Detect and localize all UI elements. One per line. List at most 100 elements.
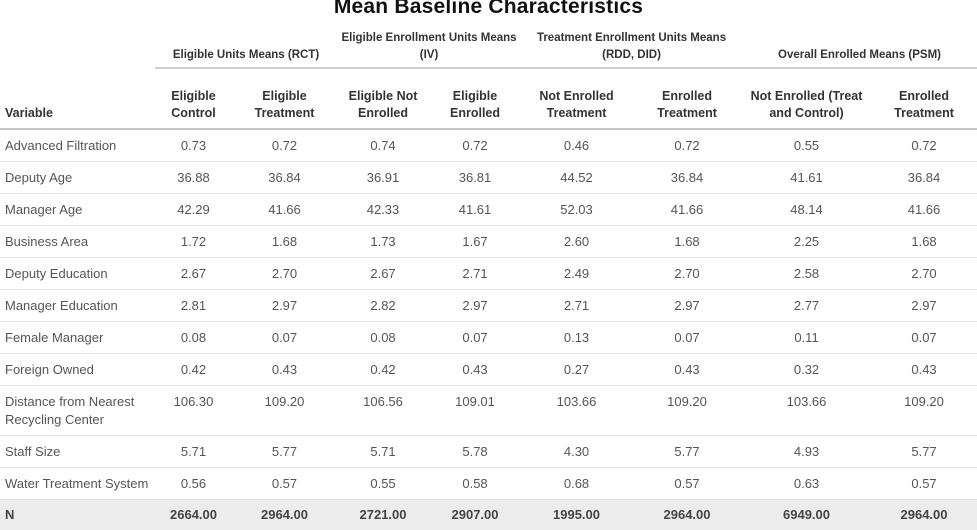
table-cell: 36.84 <box>632 162 742 194</box>
table-cell: 41.61 <box>429 194 521 226</box>
table-cell: 0.68 <box>521 468 632 500</box>
group-header-rct: Eligible Units Means (RCT) <box>155 18 337 68</box>
table-cell: 2964.00 <box>871 500 977 530</box>
table-cell: 48.14 <box>742 194 871 226</box>
table-cell: 0.72 <box>232 129 337 162</box>
table-cell: 0.55 <box>742 129 871 162</box>
row-label: Water Treatment System <box>0 468 155 500</box>
group-header-row: Eligible Units Means (RCT) Eligible Enro… <box>0 18 977 68</box>
row-label: Manager Education <box>0 290 155 322</box>
table-cell: 0.11 <box>742 322 871 354</box>
table-cell: 0.13 <box>521 322 632 354</box>
table-cell: 2.25 <box>742 226 871 258</box>
table-cell: 52.03 <box>521 194 632 226</box>
row-label: Foreign Owned <box>0 354 155 386</box>
table-cell: 0.74 <box>337 129 429 162</box>
table-cell: 0.57 <box>232 468 337 500</box>
table-cell: 0.63 <box>742 468 871 500</box>
table-cell: 2.71 <box>429 258 521 290</box>
table-cell: 1.73 <box>337 226 429 258</box>
table-cell: 0.43 <box>232 354 337 386</box>
table-cell: 0.27 <box>521 354 632 386</box>
table-cell: 0.56 <box>155 468 232 500</box>
table-cell: 2.97 <box>871 290 977 322</box>
table-cell: 2964.00 <box>232 500 337 530</box>
table-cell: 0.57 <box>871 468 977 500</box>
table-cell: 1.68 <box>232 226 337 258</box>
table-cell: 5.77 <box>232 436 337 468</box>
group-header-iv: Eligible Enrollment Units Means (IV) <box>337 18 521 68</box>
column-header: Variable <box>0 68 155 129</box>
row-label: Distance from Nearest Recycling Center <box>0 386 155 436</box>
table-cell: 2.70 <box>632 258 742 290</box>
table-cell: 2.97 <box>429 290 521 322</box>
column-header: Not Enrolled Treatment <box>521 68 632 129</box>
table-cell: 5.71 <box>337 436 429 468</box>
table-cell: 5.78 <box>429 436 521 468</box>
table-cell: 42.33 <box>337 194 429 226</box>
table-cell: 0.07 <box>429 322 521 354</box>
table-cell: 41.61 <box>742 162 871 194</box>
table-cell: 2.97 <box>232 290 337 322</box>
table-cell: 0.73 <box>155 129 232 162</box>
table-cell: 2964.00 <box>632 500 742 530</box>
table-cell: 41.66 <box>632 194 742 226</box>
table-cell: 2.97 <box>632 290 742 322</box>
row-label: Manager Age <box>0 194 155 226</box>
table-cell: 106.56 <box>337 386 429 436</box>
table-cell: 2.67 <box>155 258 232 290</box>
table-cell: 0.43 <box>632 354 742 386</box>
page-title: Mean Baseline Characteristics <box>0 0 977 18</box>
table-cell: 103.66 <box>742 386 871 436</box>
table-cell: 5.77 <box>632 436 742 468</box>
table-cell: 2.70 <box>232 258 337 290</box>
row-label: N <box>0 500 155 530</box>
table-cell: 0.42 <box>337 354 429 386</box>
table-cell: 103.66 <box>521 386 632 436</box>
row-label: Advanced Filtration <box>0 129 155 162</box>
table-cell: 2.71 <box>521 290 632 322</box>
table-cell: 4.93 <box>742 436 871 468</box>
column-header: Eligible Not Enrolled <box>337 68 429 129</box>
table-cell: 36.84 <box>871 162 977 194</box>
group-header-psm: Overall Enrolled Means (PSM) <box>742 18 977 68</box>
table-cell: 0.08 <box>337 322 429 354</box>
row-label: Deputy Age <box>0 162 155 194</box>
column-header: Not Enrolled (Treat and Control) <box>742 68 871 129</box>
table-cell: 2.60 <box>521 226 632 258</box>
row-label: Deputy Education <box>0 258 155 290</box>
column-header: Eligible Enrolled <box>429 68 521 129</box>
table-cell: 41.66 <box>232 194 337 226</box>
table-cell: 1995.00 <box>521 500 632 530</box>
table-cell: 2664.00 <box>155 500 232 530</box>
table-cell: 2.81 <box>155 290 232 322</box>
table-cell: 1.68 <box>871 226 977 258</box>
table-cell: 2907.00 <box>429 500 521 530</box>
table-cell: 36.84 <box>232 162 337 194</box>
table-cell: 42.29 <box>155 194 232 226</box>
table-cell: 6949.00 <box>742 500 871 530</box>
table-cell: 109.20 <box>871 386 977 436</box>
table-cell: 0.08 <box>155 322 232 354</box>
table-cell: 0.43 <box>871 354 977 386</box>
table-cell: 0.32 <box>742 354 871 386</box>
table-cell: 0.72 <box>632 129 742 162</box>
table-cell: 0.55 <box>337 468 429 500</box>
table-cell: 0.72 <box>429 129 521 162</box>
table-cell: 41.66 <box>871 194 977 226</box>
table-cell: 44.52 <box>521 162 632 194</box>
table-cell: 0.43 <box>429 354 521 386</box>
table-cell: 0.07 <box>632 322 742 354</box>
table-cell: 0.42 <box>155 354 232 386</box>
table-cell: 0.07 <box>871 322 977 354</box>
table-cell: 106.30 <box>155 386 232 436</box>
